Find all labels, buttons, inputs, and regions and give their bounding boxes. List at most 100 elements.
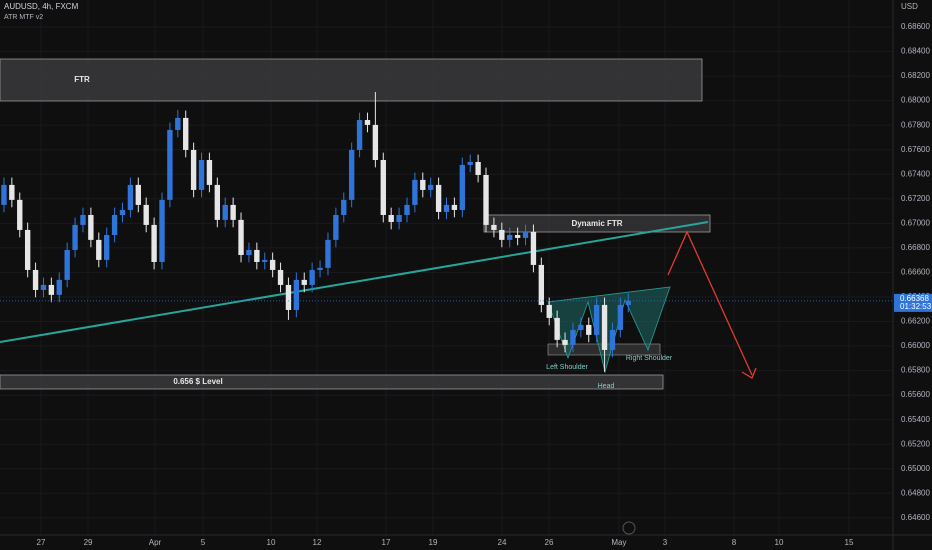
- candle-body: [48, 284, 55, 295]
- candle-body: [435, 184, 442, 212]
- y-tick-label: 0.67600: [901, 145, 930, 154]
- x-tick-label: 29: [84, 538, 93, 547]
- ftr-zone: [0, 58, 703, 102]
- candle-body: [24, 229, 31, 270]
- candle-body: [214, 184, 221, 220]
- chart-title: AUDUSD, 4h, FXCM: [4, 2, 79, 11]
- candle-body: [356, 120, 363, 150]
- trend-line: [0, 221, 709, 343]
- candle-body: [586, 324, 592, 335]
- candle-body: [625, 300, 631, 305]
- time-axis: [0, 535, 932, 550]
- y-tick-label: 0.67400: [901, 169, 930, 178]
- last-price-label: 0.66368: [900, 294, 929, 303]
- candle-body: [32, 269, 39, 290]
- candle-body: [562, 339, 568, 345]
- candle-body: [159, 199, 165, 262]
- y-tick-label: 0.65200: [901, 439, 930, 448]
- candle-body: [554, 317, 560, 340]
- candle-body: [546, 304, 552, 318]
- candles: [0, 92, 893, 372]
- candle-body: [198, 160, 205, 190]
- candle-body: [372, 124, 379, 161]
- y-tick-label: 0.65000: [901, 464, 930, 473]
- y-tick-label: 0.67200: [901, 194, 930, 203]
- candle-body: [285, 284, 292, 310]
- projection-arrow: [667, 230, 753, 376]
- candle-body: [514, 234, 521, 238]
- y-tick-label: 0.65600: [901, 390, 930, 399]
- candle-body: [40, 284, 47, 290]
- countdown: 01:32:53: [900, 302, 932, 311]
- y-tick-label: 0.66600: [901, 268, 930, 277]
- candle-body: [135, 184, 141, 205]
- candle-body: [325, 239, 331, 268]
- candle-body: [404, 204, 410, 215]
- head-label: Head: [598, 383, 615, 390]
- y-tick-label: 0.64800: [901, 488, 930, 497]
- arrow-head: [741, 367, 757, 379]
- x-tick-label: 12: [313, 538, 322, 547]
- ftr-label: FTR: [74, 75, 90, 84]
- candle-body: [348, 149, 355, 200]
- candle-body: [167, 129, 173, 200]
- candle-body: [246, 249, 252, 255]
- candle-body: [206, 160, 213, 185]
- y-tick-label: 0.64600: [901, 513, 930, 522]
- candle-body: [420, 179, 426, 190]
- candle-body: [277, 269, 284, 285]
- candle-body: [609, 329, 616, 350]
- price-axis: [893, 0, 932, 550]
- x-tick-label: 19: [429, 538, 438, 547]
- candle-body: [601, 304, 608, 350]
- last-price-badge: [894, 293, 932, 312]
- candle-body: [222, 204, 228, 220]
- x-tick-label: 15: [845, 538, 854, 547]
- candle-body: [443, 204, 450, 212]
- candle-body: [317, 267, 323, 270]
- candle-body: [396, 214, 402, 222]
- x-tick-label: 8: [732, 538, 737, 547]
- y-tick-label: 0.67800: [901, 120, 930, 129]
- x-tick-label: 26: [545, 538, 554, 547]
- x-tick-label: 5: [201, 538, 206, 547]
- y-tick-label: 0.67000: [901, 218, 930, 227]
- candle-body: [143, 204, 149, 225]
- candle-body: [230, 204, 236, 220]
- candle-body: [388, 214, 394, 222]
- candle-body: [190, 149, 197, 190]
- candle-body: [483, 174, 489, 225]
- replay-icon[interactable]: [622, 521, 636, 535]
- x-tick-label: 10: [267, 538, 276, 547]
- candle-body: [380, 160, 386, 215]
- candle-body: [428, 184, 434, 190]
- right-shoulder-label: Right Shoulder: [626, 355, 673, 362]
- y-tick-label: 0.68000: [901, 96, 930, 105]
- candle-body: [262, 259, 268, 262]
- candle-body: [467, 161, 473, 165]
- y-tick-label: 0.68400: [901, 47, 930, 56]
- candle-body: [103, 234, 110, 260]
- candle-body: [183, 117, 189, 150]
- candle-body: [293, 279, 300, 310]
- candle-body: [254, 249, 260, 262]
- candle-body: [72, 224, 78, 250]
- axis-unit: USD: [901, 2, 918, 11]
- candle-body: [309, 269, 315, 285]
- candle-body: [459, 164, 465, 210]
- candle-body: [451, 204, 458, 210]
- candle-body: [151, 224, 157, 262]
- candle-body: [269, 259, 276, 270]
- candle-body: [593, 304, 600, 335]
- candle-body: [111, 214, 118, 235]
- x-tick-label: 10: [775, 538, 784, 547]
- y-tick-label: 0.68600: [901, 22, 930, 31]
- y-tick-label: 0.66800: [901, 243, 930, 252]
- y-tick-label: 0.65800: [901, 366, 930, 375]
- y-tick-label: 0.66000: [901, 341, 930, 350]
- candle-body: [119, 209, 126, 215]
- x-tick-label: 27: [37, 538, 46, 547]
- candle-body: [507, 234, 513, 240]
